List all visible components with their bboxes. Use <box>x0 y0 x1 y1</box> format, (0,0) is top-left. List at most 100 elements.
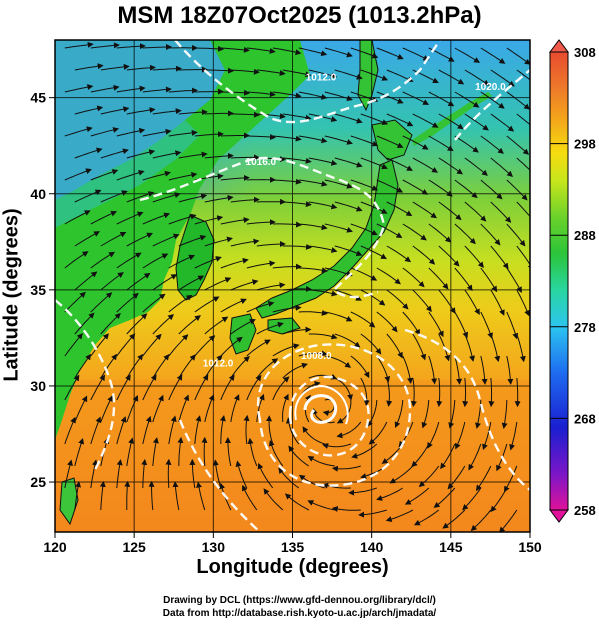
streamline-arrow <box>142 293 166 313</box>
streamline-arrow <box>308 289 338 297</box>
typhoon-eye <box>294 384 349 425</box>
streamline-arrow <box>428 267 449 290</box>
x-tick-label: 145 <box>439 539 463 555</box>
streamline-arrow <box>230 154 260 161</box>
streamline-arrow <box>336 421 362 439</box>
streamline-arrow <box>506 179 528 201</box>
streamline-arrow <box>428 311 444 338</box>
streamline-arrow <box>334 201 363 212</box>
streamline-arrow <box>246 301 275 313</box>
streamline-arrow <box>74 437 85 467</box>
y-axis-title: Latitude (degrees) <box>0 195 23 395</box>
isobar-contours <box>55 40 530 532</box>
streamline-arrow <box>266 415 274 445</box>
streamline-arrow <box>196 481 206 511</box>
y-axis-label: Latitude (degrees) <box>0 208 23 382</box>
y-tick-label: 35 <box>30 282 46 298</box>
streamline-arrow <box>490 201 512 223</box>
streamline-arrow <box>263 488 284 511</box>
credits-data-source: Data from http://database.rish.kyoto-u.a… <box>162 608 437 619</box>
streamline-arrow <box>488 377 495 408</box>
streamline-arrow <box>152 150 182 159</box>
streamline-arrow <box>152 233 180 247</box>
contour-label-group: 1012.0 1016.0 1020.0 1008.0 1012.0 <box>203 72 506 369</box>
streamline-arrow <box>412 113 439 128</box>
streamline-arrow <box>334 113 363 124</box>
streamline-arrow <box>204 110 234 117</box>
isobar-label: 1020.0 <box>475 82 506 93</box>
isobar-1012-west <box>55 299 116 471</box>
streamline-arrow <box>116 374 131 401</box>
streamline-arrow <box>116 43 146 50</box>
streamline-arrow <box>142 253 169 269</box>
streamline-arrow <box>64 333 83 357</box>
streamline-arrow <box>324 223 353 233</box>
streamline-arrow <box>177 436 184 467</box>
streamline-arrow <box>490 245 509 270</box>
streamline-arrow <box>376 135 404 148</box>
streamline-arrow <box>308 201 338 210</box>
streamline-arrow <box>246 91 276 98</box>
streamline-arrow <box>116 211 144 225</box>
isobar-label: 1008.0 <box>301 351 332 362</box>
streamline-arrow <box>194 256 222 269</box>
streamline-arrow <box>386 289 409 310</box>
streamline-arrow <box>220 298 247 313</box>
streamline-arrow <box>516 289 530 317</box>
streamline-arrow <box>148 480 155 511</box>
colorbar-tick-label: 298 <box>574 137 596 152</box>
isobar-label: 1012.0 <box>306 72 337 83</box>
streamline-arrow <box>116 416 127 445</box>
colorbar-ticks: 308 298 288 278 268 258 <box>550 45 596 518</box>
page-title: MSM 18Z07Oct2025 (1013.2hPa) <box>117 2 482 29</box>
streamline-arrow <box>230 68 260 75</box>
streamline-arrow <box>124 480 131 510</box>
streamline-arrow <box>334 377 353 401</box>
streamline-arrow <box>220 89 250 96</box>
colorbar-top-arrow <box>549 39 569 53</box>
streamline-arrow <box>100 395 113 423</box>
streamline-arrow <box>168 415 177 445</box>
streamline-arrow <box>394 399 404 429</box>
streamline-arrow <box>490 487 508 513</box>
streamline-arrow <box>142 170 171 181</box>
streamline-arrow <box>516 157 530 171</box>
streamline-arrow <box>412 245 436 265</box>
streamline-arrow <box>204 277 232 291</box>
streamline-arrow <box>454 355 463 385</box>
streamline-arrow <box>64 210 91 225</box>
streamline-arrow <box>100 272 124 291</box>
streamline-arrow <box>501 399 508 429</box>
streamline-arrow <box>220 174 250 181</box>
streamline-arrow <box>350 355 370 379</box>
colorbar-tick-label: 308 <box>574 45 596 60</box>
streamline-arrow <box>272 263 302 270</box>
streamline-arrow <box>178 315 201 335</box>
streamline-arrow <box>142 86 172 93</box>
streamline-arrow <box>480 135 504 154</box>
streamline-arrow <box>116 459 123 489</box>
streamline-arrow <box>168 294 193 313</box>
streamline-arrow <box>194 131 224 138</box>
streamline-arrow <box>468 443 482 471</box>
streamline-arrow <box>298 91 328 100</box>
streamline-arrow <box>282 362 308 379</box>
streamline-arrow <box>126 353 144 379</box>
streamline-arrow <box>142 44 172 51</box>
streamline-arrow <box>454 223 476 245</box>
streamline-arrow <box>464 333 475 362</box>
y-axis-ticks: 25 30 35 40 45 <box>30 90 55 490</box>
streamline-arrow <box>436 377 443 408</box>
streamline-arrow <box>126 232 153 247</box>
streamline-arrow <box>74 481 82 511</box>
streamline-arrow <box>298 47 328 57</box>
isobar-label: 1012.0 <box>203 359 234 370</box>
streamline-arrow <box>178 109 208 116</box>
streamline-arrow <box>516 113 530 126</box>
streamline-arrow <box>448 399 456 429</box>
streamline-arrow <box>230 238 260 247</box>
streamline-arrow <box>282 393 289 423</box>
streamline-arrow <box>386 333 403 359</box>
streamline-arrow <box>142 374 157 401</box>
